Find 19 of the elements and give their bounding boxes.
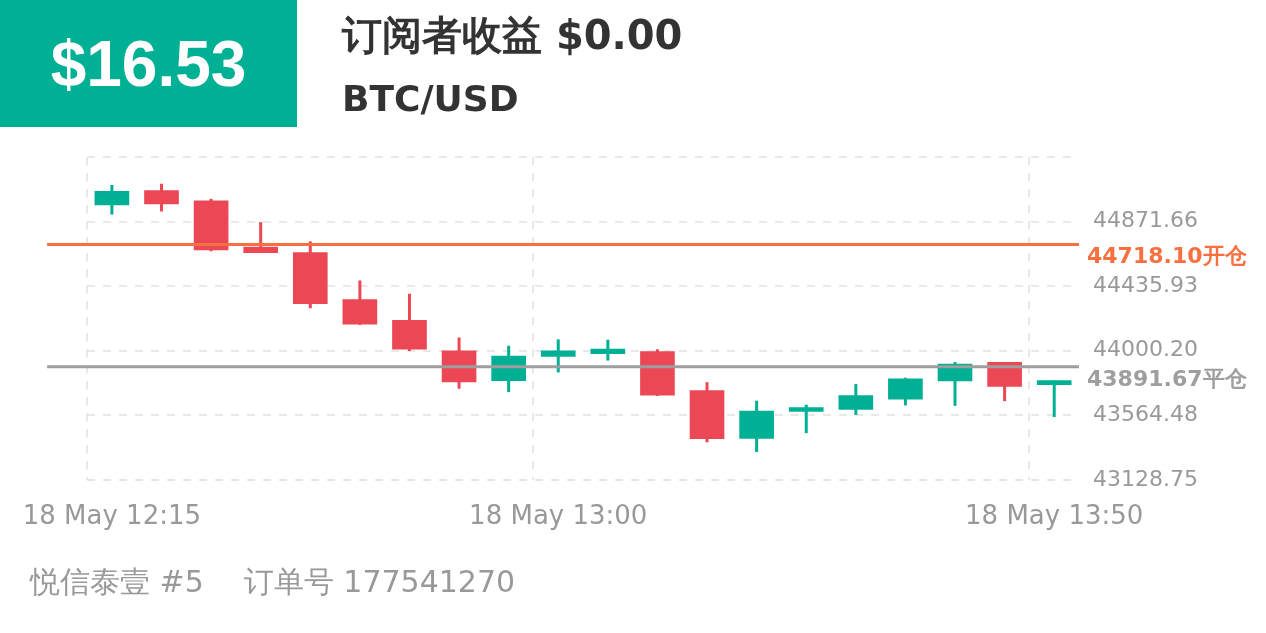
x-tick-label: 18 May 13:50 — [965, 500, 1144, 531]
text: 订单号 177541270 — [243, 564, 516, 599]
candlestick — [540, 339, 576, 373]
ref-line-label: 43891.67平仓 — [1087, 365, 1248, 391]
y-tick-label: 44000.20 — [1093, 336, 1198, 362]
text: $16.53 — [0, 0, 297, 127]
chart-subtitle: BTC/USD — [342, 78, 519, 119]
candlestick — [590, 339, 626, 361]
y-tick-label: 44871.66 — [1093, 207, 1198, 233]
text: 悦信泰壹 #5 — [30, 564, 204, 599]
y-tick-label: 43564.48 — [1093, 401, 1198, 426]
candlestick — [1036, 380, 1072, 417]
y-tick-label: 43128.75 — [1093, 465, 1198, 491]
x-tick-label: 18 May 13:00 — [469, 500, 648, 531]
ref-line-label: 44718.10开仓 — [1087, 243, 1248, 269]
y-tick-label: 44435.93 — [1093, 271, 1198, 297]
x-tick-label: 18 May 12:15 — [22, 500, 202, 531]
candlestick — [788, 404, 824, 435]
chart-title: 订阅者收益 $0.00 — [342, 11, 683, 60]
